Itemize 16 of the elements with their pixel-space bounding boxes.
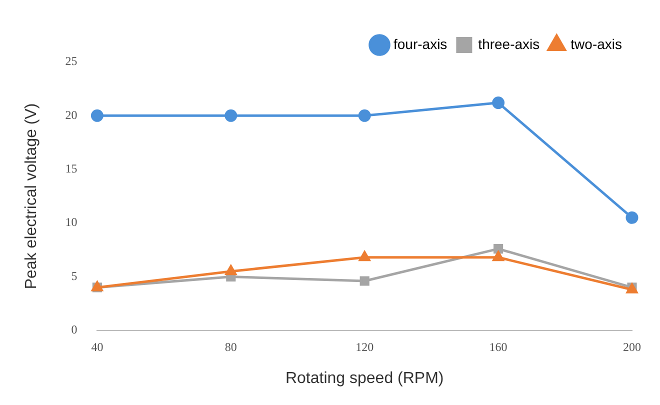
y-tick-label: 25 [65, 54, 78, 68]
legend-label: three-axis [478, 36, 540, 52]
x-tick-label: 160 [489, 340, 508, 354]
legend-label: two-axis [570, 36, 622, 52]
y-axis-title: Peak electrical voltage (V) [23, 103, 40, 290]
x-tick-label: 40 [91, 340, 104, 354]
y-tick-label: 0 [71, 322, 78, 337]
y-tick-label: 20 [65, 108, 78, 122]
legend-label: four-axis [394, 36, 448, 52]
x-tick-label: 200 [623, 340, 641, 354]
y-tick-label: 10 [65, 215, 78, 230]
x-tick-label: 120 [356, 340, 374, 354]
x-tick-label: 80 [224, 340, 237, 354]
y-tick-label: 5 [71, 268, 78, 283]
x-axis-title: Rotating speed (RPM) [285, 370, 444, 387]
y-tick-label: 15 [65, 162, 78, 176]
